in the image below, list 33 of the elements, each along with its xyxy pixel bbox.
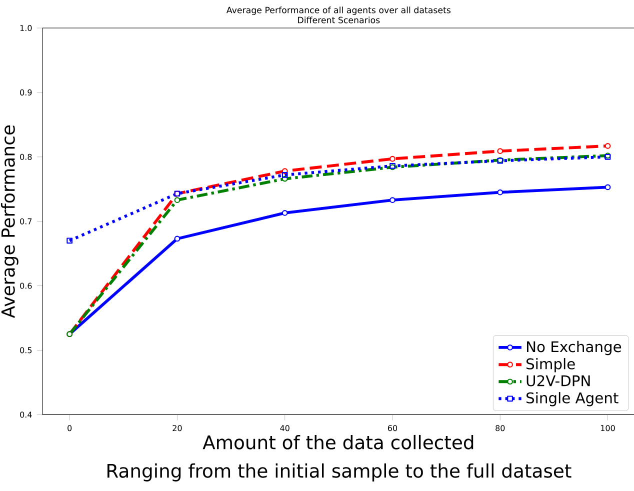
point	[497, 190, 504, 196]
point	[282, 210, 288, 216]
legend-label: No Exchange	[526, 341, 622, 356]
y-tick-label: 1.0	[20, 25, 32, 32]
point	[497, 148, 504, 154]
x-tick-label: 40	[280, 425, 290, 432]
text: Ranging from the initial sample to the full dataset	[108, 464, 572, 482]
point	[390, 156, 396, 162]
point	[174, 236, 180, 242]
legend-label: Single Agent	[526, 392, 618, 406]
point	[66, 238, 73, 244]
y-tick-label: 0.4	[20, 412, 32, 418]
point	[604, 184, 611, 190]
legend-label: U2V-DPN	[526, 375, 590, 386]
point	[174, 197, 180, 204]
x-axis-title: Amount of the data collected	[202, 435, 474, 450]
y-tick-label: 0.5	[20, 347, 32, 354]
point	[604, 143, 611, 150]
point	[282, 172, 288, 178]
x-tick-label: 60	[388, 425, 398, 432]
y-tick-label: 0.8	[20, 154, 32, 160]
chart-subtitle: Different Scenarios	[298, 16, 380, 24]
x-tick-label: 20	[172, 425, 182, 432]
y-axis-title: Average Performance	[0, 126, 18, 318]
y-tick-label: 0.9	[20, 90, 32, 96]
x-tick-label: 80	[496, 425, 505, 432]
chart-title: Average Performance of all agents over all datasets	[226, 6, 451, 16]
x-tick-label: 0	[68, 425, 72, 432]
legend-label: Simple	[526, 358, 575, 372]
point	[390, 197, 396, 204]
x-tick-label: 100	[601, 425, 615, 432]
y-tick-label: 0.6	[20, 282, 32, 289]
y-tick-label: 0.7	[20, 218, 32, 225]
